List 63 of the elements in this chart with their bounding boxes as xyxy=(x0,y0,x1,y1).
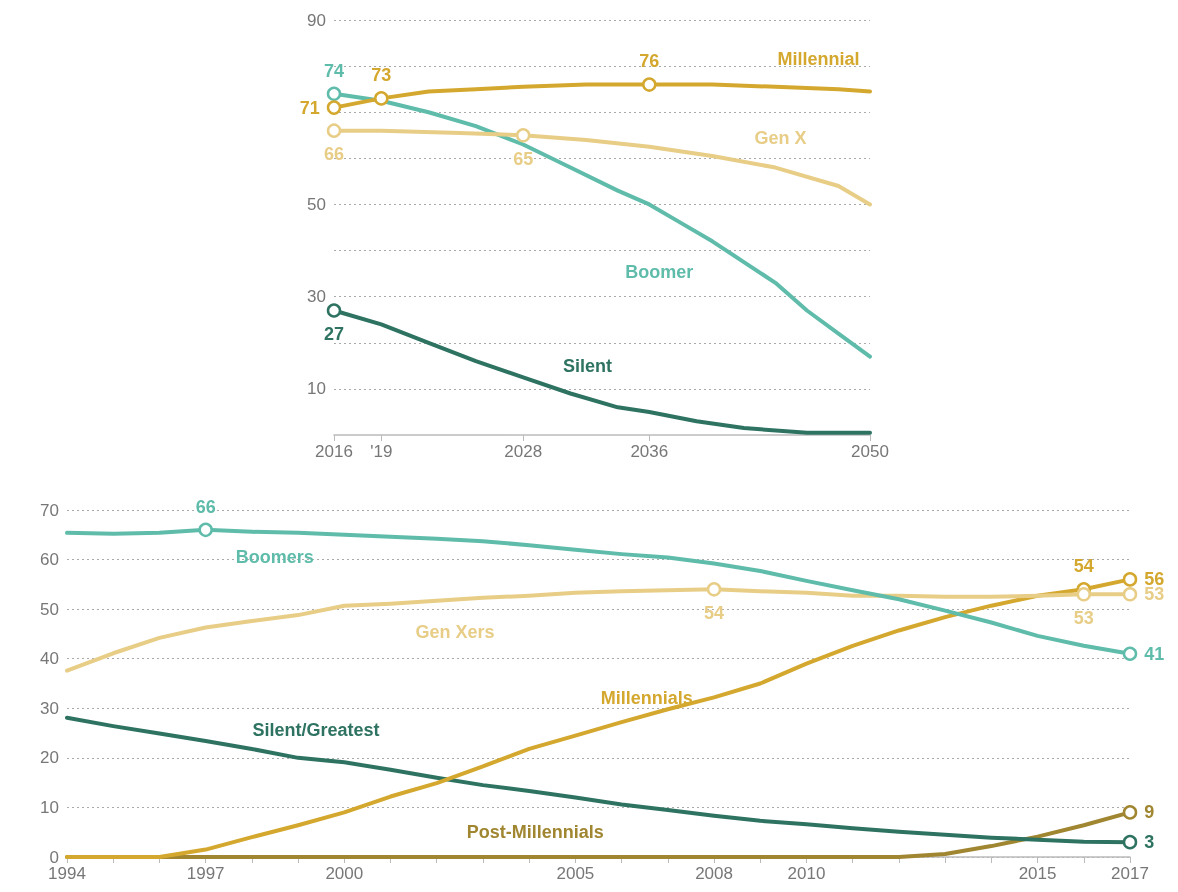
y-tick-label: 40 xyxy=(40,649,59,669)
x-tick-label: 2028 xyxy=(504,442,543,461)
y-tick-label: 50 xyxy=(307,194,326,214)
x-tick-label: 2005 xyxy=(556,864,595,883)
data-label: 66 xyxy=(195,496,216,517)
x-tick-label: 2010 xyxy=(787,864,826,883)
data-label: 41 xyxy=(1144,643,1165,664)
data-label: 3 xyxy=(1144,832,1155,853)
data-label: 65 xyxy=(513,148,534,169)
series-label: Post-Millennials xyxy=(466,822,604,842)
x-tick-label: 2050 xyxy=(851,442,889,461)
data-label: 66 xyxy=(323,143,345,164)
point xyxy=(1076,587,1092,602)
series-label: Silent/Greatest xyxy=(252,719,380,740)
series-label: Gen X xyxy=(754,127,807,148)
x-tick-label: 2017 xyxy=(1111,864,1149,883)
data-label: 54 xyxy=(704,602,725,623)
point xyxy=(515,128,531,143)
data-label: 74 xyxy=(323,60,345,81)
point xyxy=(326,86,342,102)
data-label: 53 xyxy=(1073,607,1094,628)
data-label: 73 xyxy=(371,65,392,86)
point xyxy=(1122,805,1138,820)
point xyxy=(326,303,342,318)
x-tick-label: 2000 xyxy=(325,864,364,883)
data-label: 76 xyxy=(639,51,660,72)
point xyxy=(642,77,657,92)
series-label: Gen Xers xyxy=(415,621,495,642)
y-tick-label: 70 xyxy=(40,500,59,520)
series-label: Silent xyxy=(562,355,612,376)
series-label: Boomer xyxy=(625,262,694,283)
y-tick-label: 60 xyxy=(40,550,59,570)
data-label: 9 xyxy=(1144,802,1155,823)
y-tick-label: 90 xyxy=(307,10,326,30)
y-tick-label: 20 xyxy=(40,748,59,768)
data-label: 71 xyxy=(299,97,320,118)
y-tick-label: 10 xyxy=(307,379,326,399)
point xyxy=(1122,587,1138,602)
y-tick-label: 0 xyxy=(49,847,59,867)
series-label: Millennial xyxy=(777,49,860,70)
y-tick-label: 30 xyxy=(307,287,326,307)
point xyxy=(374,91,389,106)
point xyxy=(706,582,722,597)
x-tick-label: 2016 xyxy=(315,442,353,461)
y-tick-label: 30 xyxy=(40,698,59,718)
x-tick-label: 2036 xyxy=(630,442,669,461)
point xyxy=(198,522,213,538)
x-tick-label: '19 xyxy=(370,442,393,461)
x-tick-label: 1994 xyxy=(48,864,86,883)
series-label: Boomers xyxy=(235,546,314,567)
point xyxy=(1122,834,1138,850)
data-label: 54 xyxy=(1073,556,1094,577)
y-tick-label: 10 xyxy=(40,797,59,817)
x-tick-label: 2015 xyxy=(1018,864,1057,883)
point xyxy=(326,123,342,138)
x-tick-label: 2008 xyxy=(695,864,733,883)
series-label: Millennials xyxy=(600,688,693,709)
point xyxy=(326,100,342,115)
y-tick-label: 50 xyxy=(40,599,59,619)
data-label: 27 xyxy=(323,323,345,344)
point xyxy=(1122,572,1138,587)
x-tick-label: 1997 xyxy=(186,864,225,883)
point xyxy=(1122,646,1138,661)
